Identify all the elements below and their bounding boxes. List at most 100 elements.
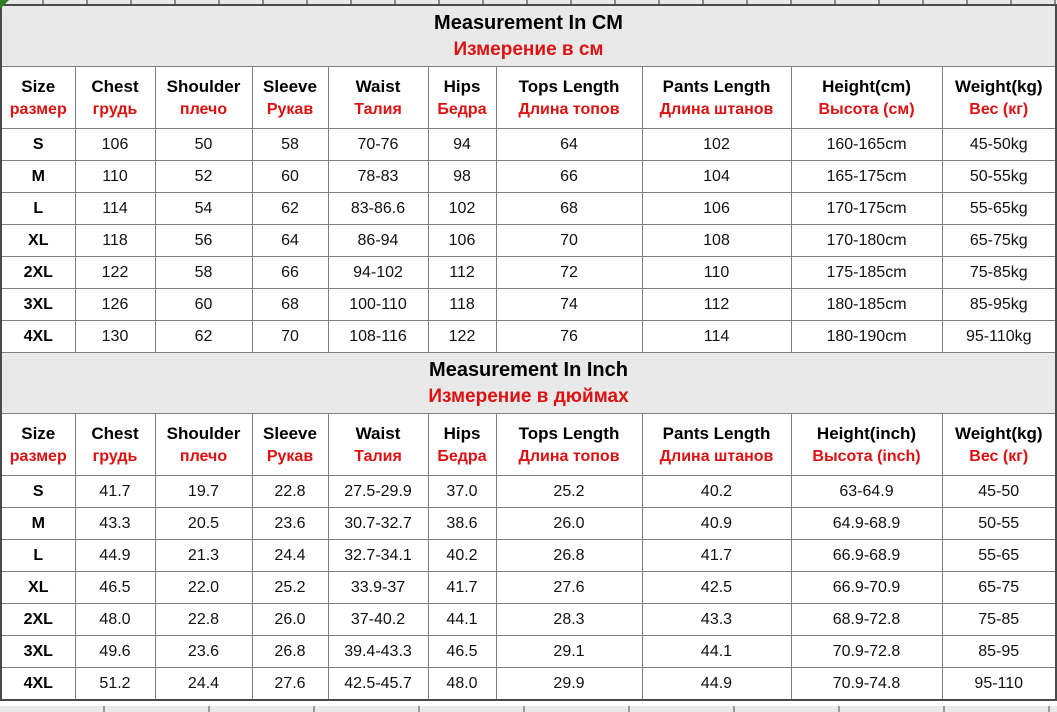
value-cell: 22.8 bbox=[251, 475, 329, 508]
value-cell: 29.9 bbox=[495, 667, 643, 701]
column-header-ru: Рукав bbox=[266, 100, 314, 118]
column-header-en: Waist bbox=[355, 77, 401, 97]
column-header-ru: плечо bbox=[179, 447, 228, 465]
value-cell: 165-175cm bbox=[790, 160, 943, 193]
value-cell: 70.9-74.8 bbox=[790, 667, 943, 701]
column-header-en: Shoulder bbox=[166, 424, 241, 444]
value-cell: 38.6 bbox=[427, 507, 497, 540]
value-cell: 43.3 bbox=[74, 507, 156, 540]
value-cell: 95-110kg bbox=[941, 320, 1057, 353]
column-header-ru: Высота (inch) bbox=[812, 447, 921, 465]
column-header: Sleeve Рукав bbox=[251, 66, 329, 129]
column-header-en: Size bbox=[21, 77, 56, 97]
column-header-ru: Длина топов bbox=[518, 447, 620, 465]
value-cell: 118 bbox=[427, 288, 497, 321]
value-cell: 180-185cm bbox=[790, 288, 943, 321]
value-cell: 52 bbox=[154, 160, 253, 193]
value-cell: 114 bbox=[641, 320, 792, 353]
column-header-en: Chest bbox=[91, 77, 139, 97]
value-cell: 24.4 bbox=[251, 539, 329, 572]
value-cell: 27.6 bbox=[251, 667, 329, 701]
value-cell: 44.1 bbox=[641, 635, 792, 668]
value-cell: 108-116 bbox=[327, 320, 429, 353]
value-cell: 65-75 bbox=[941, 571, 1057, 604]
value-cell: 26.0 bbox=[251, 603, 329, 636]
size-cell: S bbox=[0, 128, 76, 161]
column-header-ru: Высота (см) bbox=[818, 100, 915, 118]
value-cell: 29.1 bbox=[495, 635, 643, 668]
value-cell: 75-85 bbox=[941, 603, 1057, 636]
section-title-cell: Measurement In Inch Измерение в дюймах bbox=[0, 352, 1057, 414]
green-triangle-marker bbox=[0, 0, 9, 9]
value-cell: 122 bbox=[74, 256, 156, 289]
column-header-en: Sleeve bbox=[263, 424, 317, 444]
value-cell: 112 bbox=[427, 256, 497, 289]
value-cell: 180-190cm bbox=[790, 320, 943, 353]
value-cell: 102 bbox=[641, 128, 792, 161]
value-cell: 48.0 bbox=[74, 603, 156, 636]
value-cell: 32.7-34.1 bbox=[327, 539, 429, 572]
value-cell: 114 bbox=[74, 192, 156, 225]
column-header-ru: Бедра bbox=[437, 100, 487, 118]
value-cell: 24.4 bbox=[154, 667, 253, 701]
section-title-row-cm: Measurement In CM Измерение в см bbox=[0, 4, 1057, 67]
value-cell: 55-65 bbox=[941, 539, 1057, 572]
column-header-row: Size размер Chest грудь Shoulder плечо Sleeve Р… bbox=[0, 413, 1057, 476]
value-cell: 22.8 bbox=[154, 603, 253, 636]
column-header: Shoulder плечо bbox=[154, 66, 253, 129]
value-cell: 85-95 bbox=[941, 635, 1057, 668]
value-cell: 76 bbox=[495, 320, 643, 353]
size-cell: 4XL bbox=[0, 667, 76, 701]
column-header-ru: Вес (кг) bbox=[969, 100, 1029, 118]
value-cell: 20.5 bbox=[154, 507, 253, 540]
table-row: 2XL 122 58 66 94-102 112 72 110 175-185cm 75-85kg bbox=[0, 256, 1057, 289]
value-cell: 55-65kg bbox=[941, 192, 1057, 225]
column-header: Hips Бедра bbox=[427, 413, 497, 476]
column-header: Tops Length Длина топов bbox=[495, 413, 643, 476]
column-header: Chest грудь bbox=[74, 413, 156, 476]
value-cell: 94-102 bbox=[327, 256, 429, 289]
value-cell: 68 bbox=[495, 192, 643, 225]
value-cell: 106 bbox=[427, 224, 497, 257]
column-header: Shoulder плечо bbox=[154, 413, 253, 476]
column-header-en: Hips bbox=[443, 77, 481, 97]
value-cell: 51.2 bbox=[74, 667, 156, 701]
value-cell: 122 bbox=[427, 320, 497, 353]
value-cell: 56 bbox=[154, 224, 253, 257]
column-header-row: Size размер Chest грудь Shoulder плечо Sleeve Р… bbox=[0, 66, 1057, 129]
value-cell: 64.9-68.9 bbox=[790, 507, 943, 540]
value-cell: 22.0 bbox=[154, 571, 253, 604]
value-cell: 63-64.9 bbox=[790, 475, 943, 508]
value-cell: 118 bbox=[74, 224, 156, 257]
value-cell: 78-83 bbox=[327, 160, 429, 193]
table-row: M 110 52 60 78-83 98 66 104 165-175cm 50-55kg bbox=[0, 160, 1057, 193]
value-cell: 26.8 bbox=[251, 635, 329, 668]
column-header-en: Pants Length bbox=[662, 77, 771, 97]
column-header-en: Weight(kg) bbox=[954, 77, 1043, 97]
column-header: Weight(kg) Вес (кг) bbox=[941, 66, 1057, 129]
column-header: Height(cm) Высота (см) bbox=[790, 66, 943, 129]
value-cell: 66 bbox=[495, 160, 643, 193]
column-header-en: Shoulder bbox=[166, 77, 241, 97]
column-header-en: Tops Length bbox=[518, 77, 620, 97]
value-cell: 62 bbox=[251, 192, 329, 225]
value-cell: 33.9-37 bbox=[327, 571, 429, 604]
size-cell: 3XL bbox=[0, 288, 76, 321]
table-row: 4XL 51.2 24.4 27.6 42.5-45.7 48.0 29.9 44.9 70.9… bbox=[0, 667, 1057, 701]
value-cell: 50 bbox=[154, 128, 253, 161]
value-cell: 175-185cm bbox=[790, 256, 943, 289]
column-header-ru: Длина топов bbox=[518, 100, 620, 118]
value-cell: 27.6 bbox=[495, 571, 643, 604]
value-cell: 100-110 bbox=[327, 288, 429, 321]
value-cell: 130 bbox=[74, 320, 156, 353]
column-header-ru: размер bbox=[9, 100, 67, 118]
value-cell: 42.5-45.7 bbox=[327, 667, 429, 701]
column-header-ru: Вес (кг) bbox=[969, 447, 1029, 465]
value-cell: 70 bbox=[251, 320, 329, 353]
value-cell: 85-95kg bbox=[941, 288, 1057, 321]
column-header-en: Tops Length bbox=[518, 424, 620, 444]
value-cell: 66 bbox=[251, 256, 329, 289]
size-cell: M bbox=[0, 160, 76, 193]
section-title-ru: Измерение в см bbox=[453, 39, 604, 61]
value-cell: 54 bbox=[154, 192, 253, 225]
